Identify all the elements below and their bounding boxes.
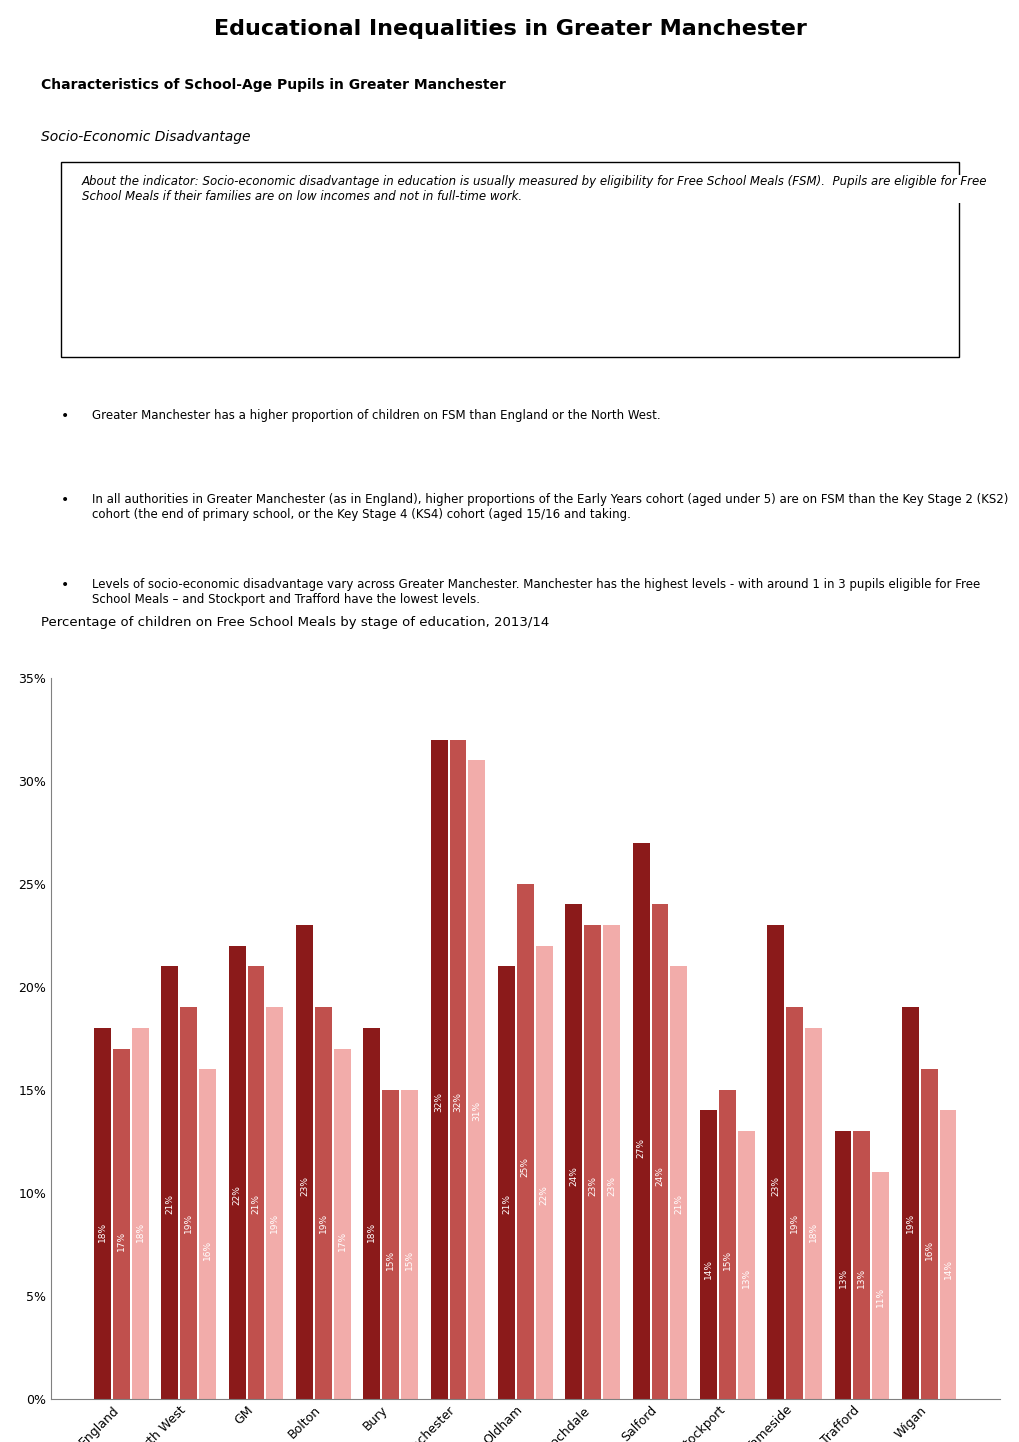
Bar: [938, 1110, 956, 1399]
Bar: [517, 884, 533, 1399]
FancyBboxPatch shape: [61, 162, 958, 356]
Bar: [871, 1172, 889, 1399]
Bar: [180, 1008, 197, 1399]
Text: 18%: 18%: [136, 1221, 145, 1242]
Bar: [161, 966, 178, 1399]
Text: 31%: 31%: [472, 1102, 481, 1122]
Text: 18%: 18%: [808, 1221, 817, 1242]
Bar: [651, 904, 667, 1399]
Bar: [804, 1028, 821, 1399]
Bar: [449, 740, 466, 1399]
Text: 24%: 24%: [655, 1167, 663, 1187]
Text: 21%: 21%: [252, 1194, 260, 1214]
Bar: [669, 966, 687, 1399]
Bar: [786, 1008, 802, 1399]
Text: 13%: 13%: [838, 1268, 847, 1288]
Bar: [113, 1048, 129, 1399]
Text: 13%: 13%: [857, 1268, 865, 1288]
Text: 27%: 27%: [636, 1138, 645, 1158]
Text: 23%: 23%: [300, 1175, 309, 1195]
Text: Socio-Economic Disadvantage: Socio-Economic Disadvantage: [41, 130, 250, 144]
Bar: [382, 1090, 398, 1399]
Text: 16%: 16%: [203, 1240, 212, 1260]
Text: 32%: 32%: [453, 1092, 462, 1112]
Text: Educational Inequalities in Greater Manchester: Educational Inequalities in Greater Manc…: [213, 20, 806, 39]
Text: 17%: 17%: [117, 1231, 125, 1252]
Bar: [400, 1090, 418, 1399]
Text: 21%: 21%: [501, 1194, 511, 1214]
Text: 23%: 23%: [588, 1175, 596, 1195]
Text: 21%: 21%: [674, 1194, 683, 1214]
Text: 19%: 19%: [905, 1213, 914, 1233]
Bar: [228, 946, 246, 1399]
Text: •: •: [61, 577, 69, 591]
Bar: [333, 1048, 351, 1399]
Text: 23%: 23%: [770, 1175, 780, 1195]
Bar: [584, 924, 600, 1399]
Text: 13%: 13%: [741, 1268, 750, 1288]
Text: 19%: 19%: [184, 1213, 193, 1233]
Text: 17%: 17%: [337, 1231, 346, 1252]
Bar: [296, 924, 313, 1399]
Bar: [315, 1008, 331, 1399]
Text: 19%: 19%: [270, 1213, 279, 1233]
Text: 11%: 11%: [875, 1286, 884, 1306]
Bar: [901, 1008, 918, 1399]
Text: Greater Manchester has a higher proportion of children on FSM than England or th: Greater Manchester has a higher proporti…: [92, 410, 659, 423]
Bar: [363, 1028, 380, 1399]
Bar: [430, 740, 447, 1399]
Text: Percentage of children on Free School Meals by stage of education, 2013/14: Percentage of children on Free School Me…: [41, 616, 548, 630]
Bar: [737, 1131, 754, 1399]
Text: 18%: 18%: [367, 1221, 376, 1242]
Bar: [632, 842, 649, 1399]
Bar: [602, 924, 620, 1399]
Text: 16%: 16%: [924, 1240, 932, 1260]
Text: 22%: 22%: [539, 1185, 548, 1204]
Text: 14%: 14%: [943, 1259, 952, 1279]
Text: 32%: 32%: [434, 1092, 443, 1112]
Bar: [131, 1028, 149, 1399]
Bar: [468, 760, 485, 1399]
Text: 21%: 21%: [165, 1194, 174, 1214]
Text: Characteristics of School-Age Pupils in Greater Manchester: Characteristics of School-Age Pupils in …: [41, 78, 505, 92]
Text: 24%: 24%: [569, 1167, 578, 1187]
Text: 18%: 18%: [98, 1221, 107, 1242]
Text: 23%: 23%: [606, 1175, 615, 1195]
Text: 25%: 25%: [521, 1156, 529, 1177]
Bar: [920, 1069, 936, 1399]
Bar: [94, 1028, 111, 1399]
Text: 19%: 19%: [790, 1213, 798, 1233]
Text: 14%: 14%: [703, 1259, 712, 1279]
Bar: [565, 904, 582, 1399]
Text: 15%: 15%: [722, 1250, 731, 1270]
Bar: [266, 1008, 283, 1399]
Text: •: •: [61, 493, 69, 508]
Bar: [853, 1131, 869, 1399]
Bar: [766, 924, 784, 1399]
Bar: [718, 1090, 735, 1399]
Bar: [535, 946, 552, 1399]
Text: 22%: 22%: [232, 1185, 242, 1204]
Text: 15%: 15%: [405, 1250, 414, 1270]
Bar: [248, 966, 264, 1399]
Bar: [199, 1069, 216, 1399]
Text: About the indicator: Socio-economic disadvantage in education is usually measure: About the indicator: Socio-economic disa…: [82, 174, 986, 203]
Text: •: •: [61, 410, 69, 423]
Text: 19%: 19%: [319, 1213, 327, 1233]
Bar: [699, 1110, 716, 1399]
Bar: [834, 1131, 851, 1399]
Text: In all authorities in Greater Manchester (as in England), higher proportions of : In all authorities in Greater Manchester…: [92, 493, 1007, 521]
Text: 15%: 15%: [386, 1250, 394, 1270]
Text: Levels of socio-economic disadvantage vary across Greater Manchester. Manchester: Levels of socio-economic disadvantage va…: [92, 577, 979, 606]
Bar: [497, 966, 515, 1399]
